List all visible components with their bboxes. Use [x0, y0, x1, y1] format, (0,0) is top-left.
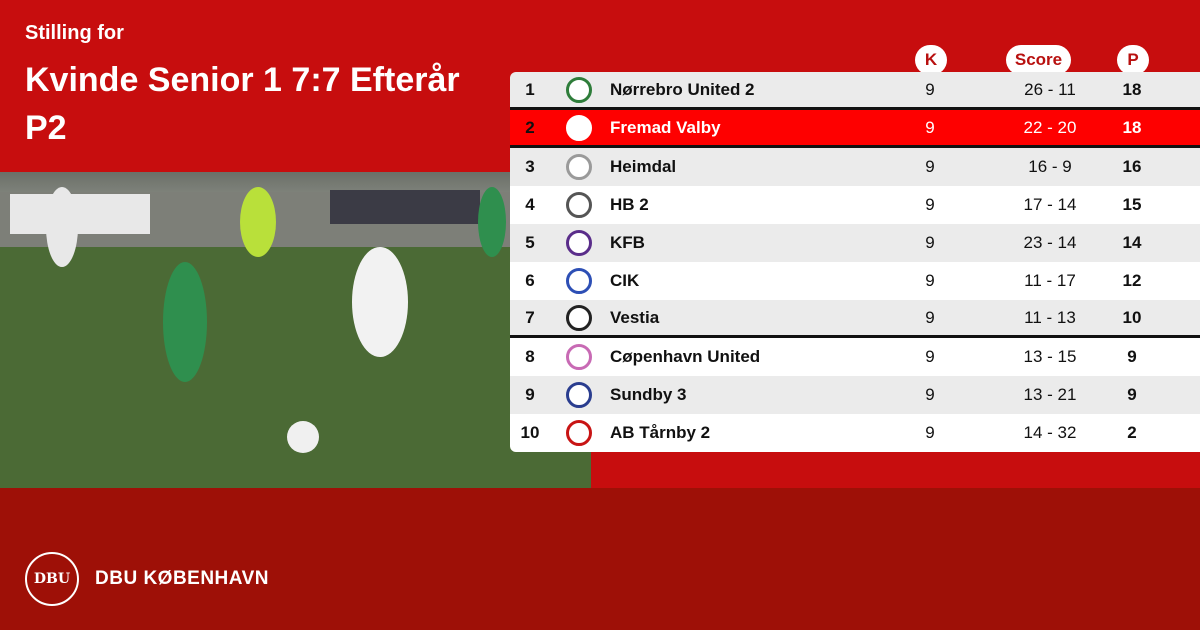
score: 22 - 20	[1023, 117, 1077, 137]
team-logo-icon	[566, 382, 592, 408]
matches-played: 9	[925, 157, 935, 176]
matches-played: 9	[925, 423, 935, 442]
score: 13 - 21	[1023, 385, 1077, 404]
table-row: 3 Heimdal 9 16 - 9 16	[510, 148, 1200, 186]
score: 11 - 13	[1024, 307, 1076, 327]
team-name: HB 2	[610, 195, 649, 214]
score: 16 - 9	[1028, 157, 1072, 176]
score: 13 - 15	[1023, 347, 1077, 366]
column-header-score: Score	[1006, 45, 1071, 75]
team-name: Sundby 3	[610, 385, 687, 404]
matches-played: 9	[925, 117, 935, 137]
table-row: 4 HB 2 9 17 - 14 15	[510, 186, 1200, 224]
table-row: 2 Fremad Valby 9 22 - 20 18	[510, 110, 1200, 148]
points: 12	[1122, 271, 1142, 290]
team-logo-icon	[566, 420, 592, 446]
team-name: CIK	[610, 271, 640, 290]
matches-played: 9	[925, 233, 935, 252]
brand-name: DBU KØBENHAVN	[95, 568, 269, 589]
points: 15	[1122, 195, 1142, 214]
score: 11 - 17	[1024, 271, 1076, 290]
team-logo-icon	[566, 230, 592, 256]
points: 2	[1127, 423, 1137, 442]
table-row: 10 AB Tårnby 2 9 14 - 32 2	[510, 414, 1200, 452]
matches-played: 9	[925, 347, 935, 366]
position: 3	[525, 157, 535, 176]
dbu-logo: DBU	[25, 552, 79, 606]
matches-played: 9	[925, 307, 935, 327]
team-logo-icon	[566, 268, 592, 294]
position: 5	[525, 233, 535, 252]
team-logo-icon	[566, 344, 592, 370]
table-row: 5 KFB 9 23 - 14 14	[510, 224, 1200, 262]
position: 10	[520, 423, 540, 442]
table-row: 9 Sundby 3 9 13 - 21 9	[510, 376, 1200, 414]
team-logo-icon	[566, 114, 592, 141]
position: 2	[525, 117, 535, 137]
team-name: Fremad Valby	[610, 117, 721, 137]
points: 9	[1127, 385, 1137, 404]
team-name: Heimdal	[610, 157, 677, 176]
points: 14	[1122, 233, 1142, 252]
position: 8	[525, 347, 535, 366]
table-row: 1 Nørrebro United 2 9 26 - 11 18	[510, 72, 1200, 110]
matches-played: 9	[925, 195, 935, 214]
standings-table: 1 Nørrebro United 2 9 26 - 11 18 2 Fremad…	[510, 72, 1200, 452]
points: 18	[1122, 117, 1142, 137]
team-name: AB Tårnby 2	[610, 423, 711, 442]
team-logo-icon	[566, 154, 592, 180]
matches-played: 9	[925, 79, 935, 99]
matches-played: 9	[925, 271, 935, 290]
logo-text: DBU	[33, 571, 71, 587]
subtitle: Stilling for	[25, 22, 124, 44]
team-logo-icon	[566, 192, 592, 218]
score: 14 - 32	[1023, 423, 1077, 442]
team-name: Vestia	[610, 307, 660, 327]
table-row: 7 Vestia 9 11 - 13 10	[510, 300, 1200, 338]
team-logo-icon	[566, 304, 592, 331]
team-name: Cøpenhavn United	[610, 347, 761, 366]
column-header-p: P	[1117, 45, 1149, 75]
page-title: Kvinde Senior 1 7:7 Efterår P2	[25, 61, 460, 147]
points: 18	[1122, 79, 1142, 99]
table-row: 8 Cøpenhavn United 9 13 - 15 9	[510, 338, 1200, 376]
position: 9	[525, 385, 535, 404]
team-name: Nørrebro United 2	[610, 79, 755, 99]
column-header-k: K	[915, 45, 947, 75]
position: 4	[525, 195, 535, 214]
matches-played: 9	[925, 385, 935, 404]
match-photo	[0, 172, 591, 488]
position: 7	[525, 307, 535, 327]
team-logo-icon	[566, 76, 592, 103]
score: 23 - 14	[1023, 233, 1077, 252]
position: 6	[525, 271, 535, 290]
points: 10	[1122, 307, 1142, 327]
position: 1	[525, 79, 535, 99]
score: 26 - 11	[1024, 79, 1076, 99]
table-row: 6 CIK 9 11 - 17 12	[510, 262, 1200, 300]
team-name: KFB	[610, 233, 645, 252]
footer-band	[0, 488, 1200, 630]
score: 17 - 14	[1023, 195, 1077, 214]
points: 16	[1122, 157, 1142, 176]
photo-illustration	[0, 187, 591, 488]
points: 9	[1127, 347, 1137, 366]
